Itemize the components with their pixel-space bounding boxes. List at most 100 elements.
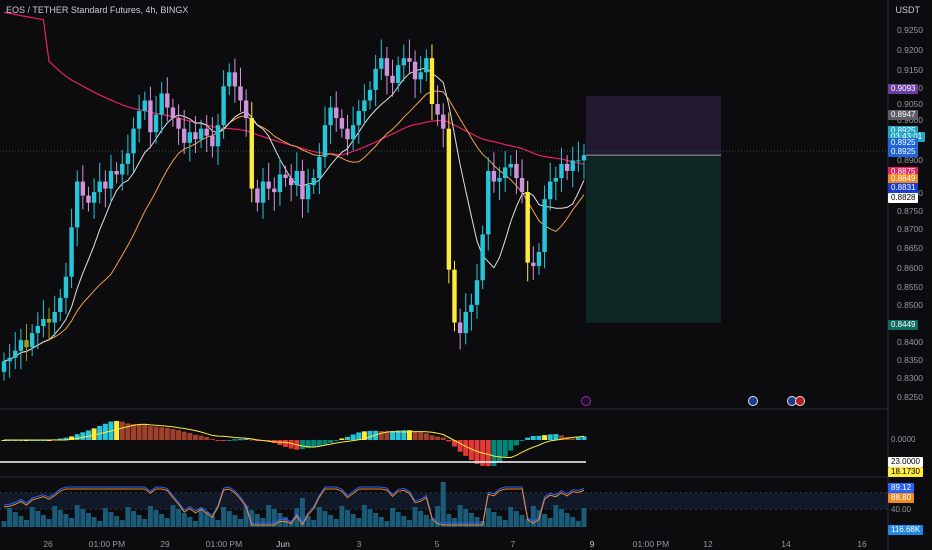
candle-body [142, 100, 147, 112]
histogram-bar [508, 440, 514, 451]
volume-bar [102, 508, 108, 527]
histogram-bar [226, 440, 232, 441]
histogram-bar [311, 440, 317, 448]
candle-body [300, 170, 305, 200]
volume-bar [125, 507, 131, 527]
candle-body [412, 61, 418, 80]
volume-bar [108, 512, 114, 527]
volume-bar [356, 518, 362, 527]
volume-bar [435, 506, 441, 527]
histogram-bar [204, 436, 210, 440]
volume-bar [238, 519, 244, 527]
volume-bar [406, 520, 412, 527]
volume-bar [322, 511, 328, 527]
candle-body [429, 58, 435, 105]
price-tag: 0.8875 [888, 167, 919, 177]
candle-body [441, 114, 446, 129]
volume-bar [91, 517, 97, 527]
price-tick-label: 0.8650 [897, 243, 923, 253]
candle-body [170, 107, 176, 119]
candle-body [131, 128, 136, 154]
price-tick-label: 0.9200 [897, 45, 923, 55]
time-tick-label: 12 [703, 539, 713, 549]
volume-bar [209, 516, 215, 527]
volume-bar [24, 520, 30, 527]
volume-bar [530, 506, 536, 527]
volume-bar [294, 508, 300, 527]
price-tag: 0.8849 [888, 174, 919, 184]
rsi-slow-line [3, 488, 585, 526]
candle-body [35, 326, 40, 334]
volume-bar [254, 514, 260, 527]
price-tick-label: 0.8400 [897, 337, 923, 347]
candle-body [345, 128, 350, 140]
volume-bar [558, 509, 564, 527]
time-tick-label: 01:00 PM [205, 539, 243, 549]
histogram-bar [547, 434, 553, 440]
histogram-bar [254, 440, 260, 441]
candle-body [41, 318, 46, 327]
candle-body [576, 160, 581, 162]
candle-body [136, 111, 142, 129]
histogram-bar [446, 440, 452, 442]
volume-bar [390, 508, 396, 527]
volume-bar [63, 514, 69, 527]
candle-body [525, 192, 530, 263]
price-tick-label: 0.8700 [897, 224, 923, 234]
volume-bar [361, 505, 367, 527]
candle-body [446, 128, 452, 270]
volume-bar [159, 514, 165, 527]
volume-bar [12, 512, 18, 527]
volume-bar [457, 505, 463, 527]
volume-bar [142, 519, 148, 527]
candle-body [305, 185, 311, 200]
price-tick-label: 0.8500 [897, 300, 923, 310]
volume-bar [485, 508, 491, 527]
candle-body [63, 276, 69, 298]
us-flag-event-icon[interactable] [748, 396, 758, 406]
price-tick-label: 0.9050 [897, 99, 923, 109]
candle-body [221, 86, 226, 126]
price-tag: 18.1730 [888, 467, 923, 477]
candle-body [486, 170, 491, 235]
histogram-bar [209, 438, 215, 440]
volume-bar [581, 508, 587, 527]
candle-body [373, 68, 378, 90]
volume-bar [29, 507, 35, 527]
histogram-bar [170, 429, 176, 440]
histogram-bar [457, 440, 463, 452]
lightning-event-icon[interactable] [581, 396, 591, 406]
candle-body [435, 104, 440, 115]
candle-body [108, 170, 114, 189]
candle-body [508, 163, 513, 168]
candle-body [514, 163, 519, 179]
histogram-bar [299, 440, 305, 450]
volume-bar [46, 519, 52, 527]
histogram-bar [164, 428, 170, 440]
histogram-bar [176, 430, 182, 440]
volume-bar [519, 515, 525, 527]
histogram-bar [328, 440, 334, 443]
us-flag-event-icon[interactable] [795, 396, 805, 406]
volume-bar [412, 507, 418, 527]
candle-body [159, 93, 164, 115]
candle-body [91, 192, 97, 203]
price-tick-label: 0.8250 [897, 392, 923, 402]
candle-body [29, 333, 35, 348]
histogram-bar [322, 440, 328, 445]
histogram-bar [395, 430, 401, 440]
volume-bar [204, 512, 210, 527]
candle-body [103, 181, 108, 189]
candle-body [255, 188, 260, 203]
price-tag: 88.80 [888, 493, 915, 503]
candle-body [125, 153, 131, 164]
histogram-bar [69, 436, 75, 440]
volume-bar [85, 513, 91, 527]
volume-bar [35, 511, 41, 527]
candle-body [474, 280, 480, 305]
histogram-bar [221, 440, 227, 441]
histogram-bar [502, 440, 508, 457]
histogram-bar [147, 426, 153, 440]
candle-body [407, 58, 412, 62]
